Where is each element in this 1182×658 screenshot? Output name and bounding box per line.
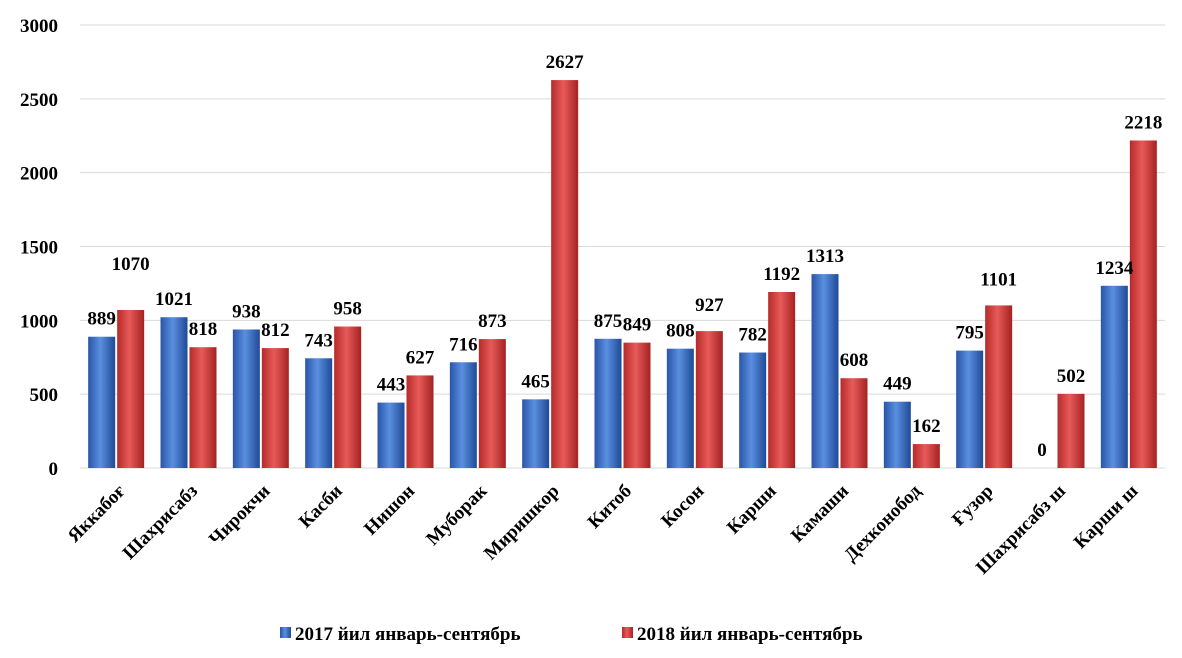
data-label: 449 [883, 374, 912, 395]
x-tick-label: Миришкор [480, 481, 564, 565]
legend-label: 2017 йил январь-сентябрь [295, 624, 521, 645]
legend-swatch [622, 627, 633, 638]
data-label: 958 [333, 299, 362, 320]
x-tick-label: Муборак [422, 481, 491, 550]
bar-2017 [88, 336, 116, 468]
x-tick-label: Ғузор [948, 481, 998, 531]
bar-2018 [1057, 393, 1085, 468]
y-tick-label: 1500 [20, 238, 58, 259]
x-tick-label: Карши [723, 481, 781, 539]
data-label: 782 [738, 325, 767, 346]
x-tick-label: Китоб [584, 481, 636, 533]
bar-2017 [811, 274, 839, 468]
x-tick-label: Камаши [787, 481, 853, 547]
bar-2018 [478, 339, 506, 468]
bar-2018 [551, 80, 579, 469]
bar-2017 [522, 399, 550, 468]
data-label: 465 [521, 371, 550, 392]
data-label: 938 [232, 301, 261, 322]
data-label: 0 [1037, 440, 1047, 461]
data-label: 1021 [155, 289, 193, 310]
bar-2018 [768, 291, 796, 468]
bar-2017 [160, 317, 188, 468]
data-label: 608 [840, 350, 869, 371]
bar-2018 [334, 326, 362, 468]
legend-swatch [280, 627, 291, 638]
data-label: 1234 [1095, 258, 1134, 279]
y-tick-label: 3000 [20, 16, 58, 37]
bar-2017 [305, 358, 333, 468]
data-label: 818 [189, 319, 218, 340]
data-label: 849 [623, 315, 652, 336]
legend-label: 2018 йил январь-сентябрь [637, 624, 863, 645]
bar-2018 [117, 309, 145, 468]
data-label: 2218 [1124, 112, 1162, 133]
data-label: 743 [304, 330, 333, 351]
data-label: 716 [449, 334, 478, 355]
data-label: 2627 [546, 52, 585, 73]
data-label: 889 [87, 309, 116, 330]
x-tick-label: Косон [657, 481, 708, 532]
data-label: 927 [695, 295, 724, 316]
bar-2017 [594, 338, 622, 468]
data-label: 1101 [980, 269, 1017, 290]
y-tick-label: 0 [49, 459, 59, 480]
bar-2018 [189, 347, 217, 468]
bar-2018 [1129, 140, 1157, 468]
data-label: 795 [955, 323, 984, 344]
bar-2017 [883, 401, 911, 468]
bar-2017 [739, 352, 767, 468]
bar-2018 [623, 342, 651, 468]
bar-2017 [1100, 285, 1128, 468]
x-tick-label: Чирокчи [205, 481, 274, 550]
bar-2018 [985, 305, 1013, 468]
bar-2017 [449, 362, 477, 468]
bar-2017 [232, 329, 260, 468]
y-axis-ticks: 0 500 1000 1500 2000 2500 3000 [20, 16, 58, 480]
data-label: 162 [912, 416, 941, 437]
data-label: 443 [377, 375, 406, 396]
y-tick-label: 2000 [20, 164, 58, 185]
x-tick-label: Шахрисабз [119, 480, 202, 563]
bars [88, 80, 1157, 469]
y-tick-label: 500 [30, 385, 59, 406]
bar-2017 [666, 348, 694, 468]
data-label: 1313 [806, 246, 844, 267]
y-tick-label: 2500 [20, 90, 58, 111]
data-label: 873 [478, 311, 507, 332]
bar-2018 [261, 348, 289, 468]
data-label: 875 [594, 311, 623, 332]
bar-2018 [695, 331, 723, 468]
data-label: 808 [666, 321, 695, 342]
bar-2018 [840, 378, 868, 468]
x-tick-label: Карши ш [1070, 481, 1142, 553]
x-tick-label: Яккабоғ [64, 480, 130, 546]
x-tick-label: Касби [295, 481, 347, 533]
legend: 2017 йил январь-сентябрь 2018 йил январь-… [280, 624, 863, 645]
gridlines [80, 24, 1165, 469]
x-tick-label: Нишон [360, 481, 419, 540]
bar-2017 [377, 402, 405, 468]
bar-2018 [912, 444, 940, 468]
data-label: 502 [1057, 366, 1086, 387]
y-tick-label: 1000 [20, 311, 58, 332]
data-label: 812 [261, 320, 290, 341]
bar-2018 [406, 375, 434, 468]
data-label: 627 [406, 347, 435, 368]
data-label: 1070 [112, 254, 150, 275]
data-label: 1192 [763, 264, 800, 285]
bar-2017 [956, 350, 984, 468]
x-tick-label: Дехконобод [840, 480, 925, 565]
